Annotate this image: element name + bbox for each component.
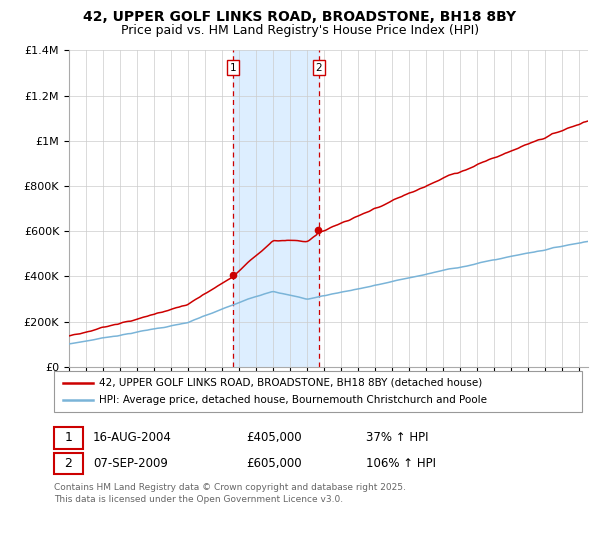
Text: 16-AUG-2004: 16-AUG-2004 [93, 431, 172, 445]
Text: 2: 2 [64, 457, 73, 470]
Text: £405,000: £405,000 [246, 431, 302, 445]
Text: 1: 1 [229, 63, 236, 73]
Text: 07-SEP-2009: 07-SEP-2009 [93, 457, 168, 470]
Bar [233, 50, 319, 367]
Text: 2: 2 [316, 63, 322, 73]
Text: Contains HM Land Registry data © Crown copyright and database right 2025.
This d: Contains HM Land Registry data © Crown c… [54, 483, 406, 503]
Text: HPI: Average price, detached house, Bournemouth Christchurch and Poole: HPI: Average price, detached house, Bour… [99, 395, 487, 405]
Text: Price paid vs. HM Land Registry's House Price Index (HPI): Price paid vs. HM Land Registry's House … [121, 24, 479, 36]
Text: 1: 1 [64, 431, 73, 445]
Text: 37% ↑ HPI: 37% ↑ HPI [366, 431, 428, 445]
Text: 106% ↑ HPI: 106% ↑ HPI [366, 457, 436, 470]
Text: 42, UPPER GOLF LINKS ROAD, BROADSTONE, BH18 8BY: 42, UPPER GOLF LINKS ROAD, BROADSTONE, B… [83, 10, 517, 24]
Text: £605,000: £605,000 [246, 457, 302, 470]
Text: 42, UPPER GOLF LINKS ROAD, BROADSTONE, BH18 8BY (detached house): 42, UPPER GOLF LINKS ROAD, BROADSTONE, B… [99, 377, 482, 388]
